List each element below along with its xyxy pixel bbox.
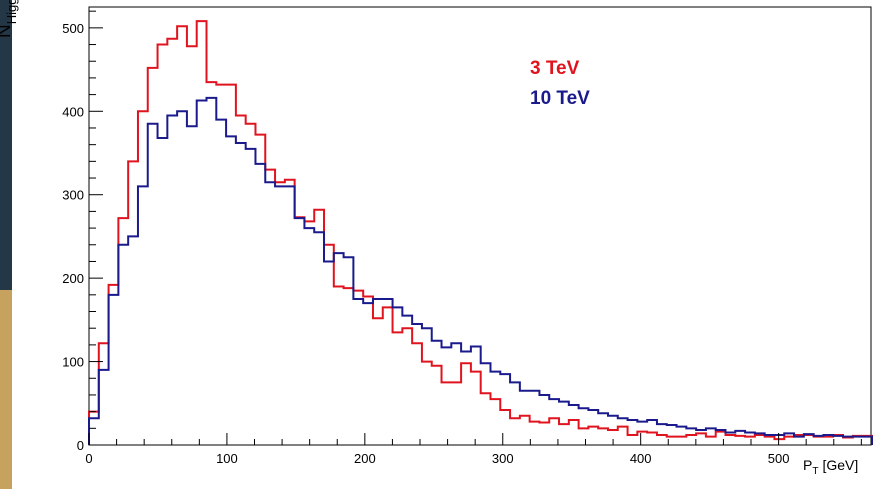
y-axis-title-main: N	[0, 24, 15, 38]
axis-layer: 0 100 200 300 400 500 0 100 200 300 400 500	[62, 10, 862, 466]
x-axis-title-unit: [GeV]	[822, 457, 858, 473]
series-layer	[88, 20, 873, 445]
series-line-10tev	[88, 96, 873, 445]
y-tick-label: 300	[62, 188, 84, 203]
legend-entry-3tev: 3 TeV	[530, 58, 580, 79]
y-tick-label: 200	[62, 271, 84, 286]
x-tick-label: 500	[768, 451, 790, 466]
x-axis-title-sub: T	[812, 466, 818, 477]
x-tick-label: 0	[85, 451, 92, 466]
slide-side-strip	[0, 0, 12, 489]
y-tick-label: 400	[62, 104, 84, 119]
y-tick-label: 500	[62, 21, 84, 36]
side-strip-dark	[0, 0, 12, 290]
y-tick-label: 100	[62, 355, 84, 370]
series-line-3tev	[88, 20, 873, 445]
y-tick-label: 0	[77, 438, 84, 453]
x-axis-title: PT [GeV]	[803, 457, 858, 477]
x-tick-label: 300	[492, 451, 514, 466]
side-strip-gold	[0, 290, 12, 489]
x-tick-label: 200	[354, 451, 376, 466]
y-axis-title-sub: Higgs	[4, 0, 19, 24]
x-tick-label: 100	[216, 451, 238, 466]
y-axis-title: NHiggs	[0, 0, 19, 38]
x-tick-label: 400	[630, 451, 652, 466]
x-axis-title-main: P	[803, 457, 812, 473]
legend-entry-10tev: 10 TeV	[530, 88, 590, 109]
